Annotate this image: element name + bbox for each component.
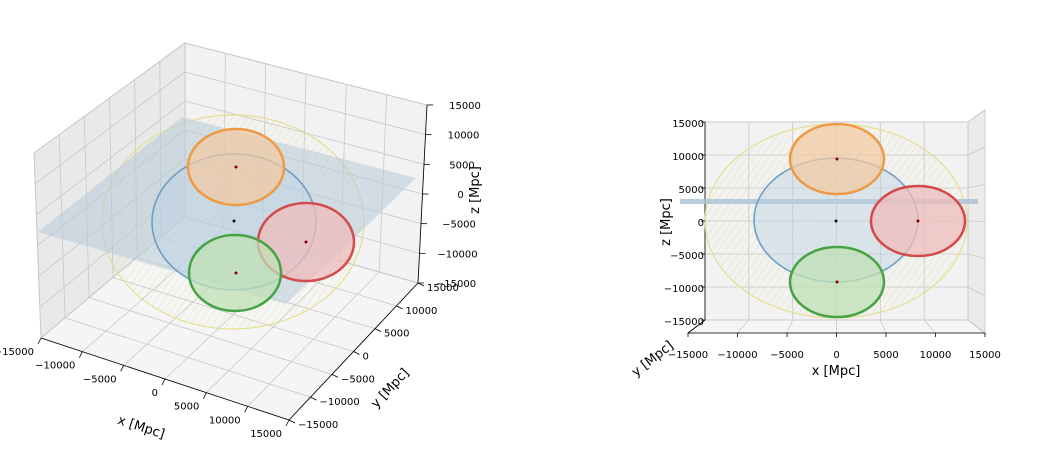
right-x-tick-label: 5000 [873,350,898,361]
left-y-tick [331,373,339,378]
left-x-tick [120,365,125,372]
left-z-tick-label: −15000 [436,279,476,290]
right-z-axis-label: z [Mpc] [659,198,674,246]
right-grid-line [967,286,986,297]
left-z-tick-label: 0 [457,190,463,201]
right-x-tick-label: −15000 [668,350,708,361]
left-y-tick [288,419,296,424]
right-grid-line [786,319,794,334]
center-dot-red-front [916,219,920,223]
center-dot-orange-front [835,157,839,161]
left-y-tick-labels: −15000 −10000 −5000 0 5000 10000 15000 [288,282,459,431]
center-dot-blue [232,219,236,223]
left-grid-line [184,42,428,106]
right-grid-line [879,319,887,334]
right-3d-plot: −15000 −10000 −5000 0 5000 10000 15000 −15000−… [629,109,1001,380]
right-grid-line [967,146,986,156]
left-x-tick-label: 5000 [174,402,199,413]
left-x-tick [244,406,249,413]
left-x-tick-label: −10000 [35,361,75,372]
right-x-tick-label: 0 [833,350,839,361]
left-z-tick-labels: −15000 −10000 −5000 0 5000 10000 15000 [418,101,481,290]
left-y-tick-label: 10000 [406,306,438,317]
left-grid-line [34,71,186,185]
left-y-tick-label: 0 [363,352,369,363]
right-z-tick-label: −5000 [670,251,704,262]
left-x-tick-labels: −15000−10000 −5000 0 5000 10000 15000 [0,337,290,440]
right-grid-line [737,319,750,334]
left-x-tick-label: 10000 [209,415,241,426]
left-y-tick-label: −15000 [298,420,338,431]
left-x-tick [202,392,207,399]
right-z-tick-label: −15000 [664,317,704,328]
right-x-tick-labels: −15000 −10000 −5000 0 5000 10000 15000 [668,333,1001,361]
left-y-axis-label: y [Mpc] [368,366,412,412]
right-z-tick-label: 10000 [672,152,704,163]
left-z-axis-label: z [Mpc] [468,166,483,214]
center-dot-red [304,240,308,244]
left-y-tick [374,328,382,333]
left-z-tick-label: 15000 [449,101,481,112]
center-dot-green [234,271,238,275]
center-dot-orange [234,165,238,169]
left-z-tick-label: 10000 [448,131,480,142]
left-y-tick [353,351,360,355]
left-y-tick-label: −10000 [320,397,360,408]
left-y-tick [310,396,317,401]
right-x-tick-label: −10000 [717,350,757,361]
right-z-tick-label: 0 [698,218,704,229]
center-dot-green-front [835,280,839,284]
left-z-tick-label: −10000 [437,249,477,260]
left-x-axis-label: x [Mpc] [116,413,167,442]
right-grid-line [967,183,986,189]
left-x-tick-label: 0 [152,388,158,399]
left-x-tick-label: 15000 [250,429,282,440]
right-grid-line [967,109,986,123]
left-grid-line [33,42,186,154]
left-grid-line [184,71,426,136]
right-z-tick-label: 15000 [672,119,704,130]
right-grid-line [967,253,986,260]
right-grid-line [967,220,986,222]
left-y-tick-label: −5000 [341,374,375,385]
left-x-tick-label: −5000 [83,374,117,385]
left-x-tick [37,337,42,345]
right-x-tick-label: 15000 [969,350,1001,361]
left-x-tick [285,419,290,427]
right-grid-line [923,319,936,334]
right-x-tick-label: 10000 [920,350,952,361]
left-x-tick [78,351,83,358]
center-dot-blue-front [834,219,838,223]
right-z-tick-label: −10000 [664,284,704,295]
left-y-tick [396,305,403,310]
right-z-tick-labels: −15000 −10000 −5000 0 5000 10000 15000 [664,119,705,328]
left-y-tick [417,282,425,287]
left-z-tick-label: −5000 [442,220,476,231]
z0-plane-front [680,199,978,204]
left-y-tick-label: 5000 [384,329,409,340]
left-z-tick-label: 5000 [449,160,474,171]
right-z-tick-label: 5000 [679,185,704,196]
left-x-tick [161,378,166,386]
left-x-tick-label: −15000 [0,347,34,358]
right-grid-line [967,319,986,334]
right-x-tick-label: −5000 [770,350,804,361]
right-x-axis-label: x [Mpc] [812,364,861,379]
left-y-tick-label: 15000 [427,283,459,294]
